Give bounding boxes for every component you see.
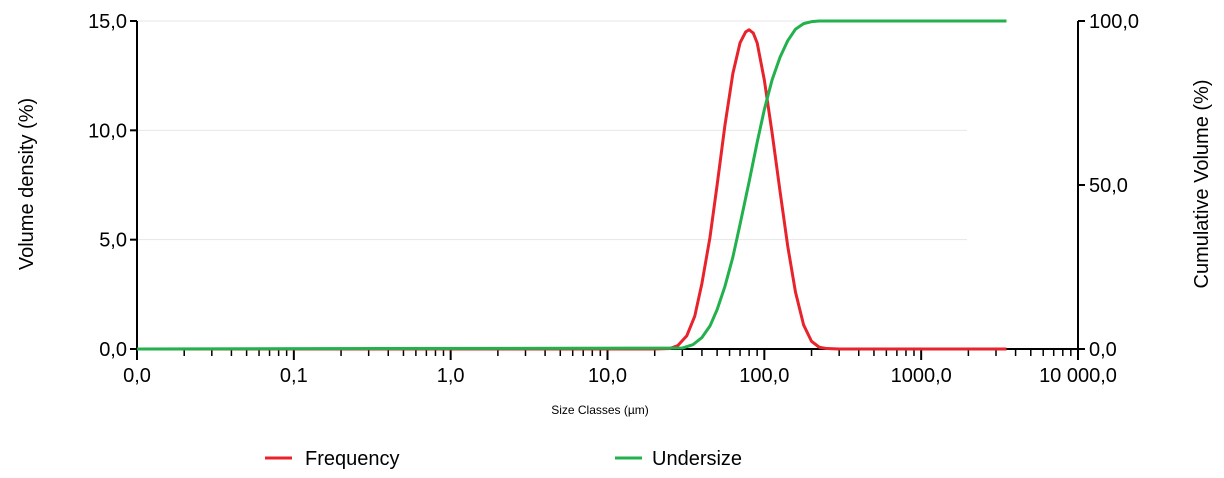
- y-tick-label-1: 5,0: [99, 230, 127, 252]
- x-tick-label-4: 100,0: [739, 365, 789, 387]
- y-tick-label-2: 10,0: [88, 120, 127, 142]
- legend-label-undersize: Undersize: [652, 448, 742, 470]
- y2-axis-label: Cumulative Volume (%): [1191, 80, 1213, 289]
- x-tick-label-0: 0,0: [123, 365, 151, 387]
- y2-tick-label-2: 100,0: [1089, 11, 1139, 33]
- legend-item-undersize: Undersize: [615, 448, 742, 470]
- y-axis-label: Volume density (%): [16, 98, 38, 270]
- x-tick-label-1: 0,1: [280, 365, 308, 387]
- axes: 0,0 5,0 10,0 15,0 0,0 50,0 100,0 0,0 0,1 1,0 10,0 1…: [88, 11, 1139, 387]
- series-lines: [136, 19, 1007, 351]
- y-tick-label-0: 0,0: [99, 339, 127, 361]
- y2-tick-label-1: 50,0: [1089, 175, 1128, 197]
- x-axis-label: Size Classes (µm): [551, 403, 649, 417]
- x-tick-label-3: 10,0: [588, 365, 627, 387]
- y2-tick-label-0: 0,0: [1089, 339, 1117, 361]
- x-tick-label-2: 1,0: [437, 365, 465, 387]
- y-tick-label-3: 15,0: [88, 11, 127, 33]
- grid-lines: [137, 20, 967, 241]
- series-line-frequency: [137, 28, 1007, 351]
- legend-label-frequency: Frequency: [305, 448, 400, 470]
- series-line-undersize: [136, 19, 1007, 351]
- legend-item-frequency: Frequency: [265, 448, 400, 470]
- x-tick-label-6: 10 000,0: [1039, 365, 1117, 387]
- legend: Frequency Undersize: [265, 448, 742, 470]
- x-tick-label-5: 1000,0: [891, 365, 952, 387]
